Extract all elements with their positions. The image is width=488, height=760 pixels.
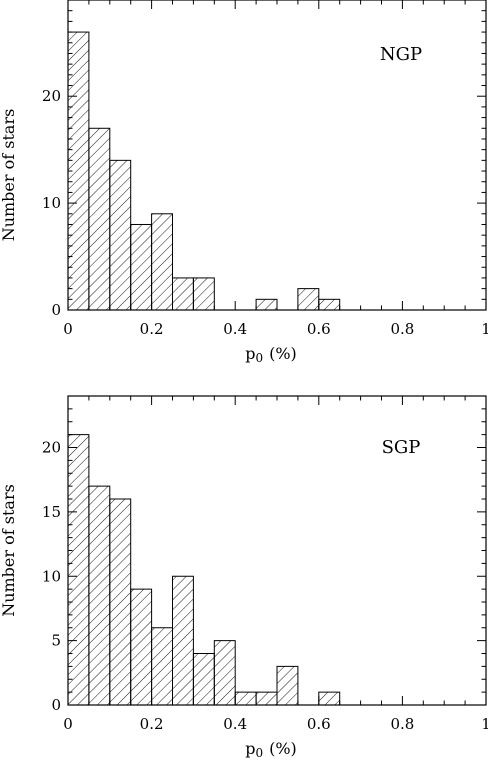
- ngp-x-tick-label: 0: [63, 320, 73, 338]
- ngp-y-tick-label: 20: [42, 87, 61, 105]
- sgp-histogram-bar: [172, 575, 194, 706]
- sgp-x-axis-unit: (%): [269, 739, 297, 758]
- ngp-panel-label: NGP: [380, 44, 422, 65]
- sgp-histogram-bar: [234, 691, 257, 706]
- sgp-x-axis-subscript: 0: [255, 746, 263, 760]
- ngp-histogram-bar: [151, 213, 174, 311]
- ngp-x-axis-title: p0 (%): [245, 344, 297, 365]
- sgp-histogram-bar: [151, 627, 174, 706]
- sgp-histogram-bars: [67, 434, 341, 706]
- ngp-x-tick-label: 0.2: [140, 320, 164, 338]
- ngp-x-axis-subscript: 0: [255, 351, 263, 365]
- sgp-histogram-bar: [130, 588, 153, 706]
- sgp-y-tick-label: 5: [51, 632, 61, 650]
- sgp-histogram-bar: [88, 485, 111, 706]
- sgp-axis-ticks: [67, 395, 487, 706]
- ngp-x-axis-symbol: p: [245, 344, 255, 363]
- sgp-x-axis-symbol: p: [245, 739, 255, 758]
- sgp-x-tick-label: 0.6: [307, 715, 331, 733]
- ngp-x-tick-label: 0.8: [390, 320, 414, 338]
- sgp-plot-frame: [67, 395, 487, 706]
- sgp-x-tick-label: 0.2: [140, 715, 164, 733]
- ngp-y-tick-label: 0: [51, 301, 61, 319]
- sgp-panel-label: SGP: [382, 437, 421, 458]
- ngp-x-axis-unit: (%): [269, 344, 297, 363]
- sgp-histogram-bar: [213, 640, 236, 706]
- sgp-histogram-bar: [255, 691, 278, 706]
- sgp-x-tick-label: 0.4: [223, 715, 247, 733]
- sgp-histogram-bar: [192, 653, 215, 706]
- ngp-plot-frame: [67, 0, 487, 311]
- ngp-y-tick-label: 10: [42, 194, 61, 212]
- sgp-y-tick-label: 20: [42, 439, 61, 457]
- ngp-x-tick-label: 0.6: [307, 320, 331, 338]
- ngp-x-tick-label: 1: [481, 320, 488, 338]
- sgp-y-tick-label: 10: [42, 567, 61, 585]
- sgp-histogram-bar: [109, 498, 132, 706]
- ngp-y-axis-title: Number of stars: [0, 109, 18, 242]
- ngp-histogram-bar: [255, 298, 278, 311]
- sgp-y-axis-title: Number of stars: [0, 484, 18, 617]
- ngp-histogram-bar: [172, 277, 194, 311]
- sgp-y-tick-label: 0: [51, 696, 61, 714]
- ngp-histogram-bar: [109, 159, 132, 311]
- ngp-histogram-bars: [67, 31, 341, 311]
- sgp-histogram-bar: [276, 665, 299, 706]
- ngp-histogram-bar: [192, 277, 215, 311]
- ngp-x-tick-label: 0.4: [223, 320, 247, 338]
- sgp-x-axis-title: p0 (%): [245, 739, 297, 760]
- sgp-histogram-bar: [318, 691, 341, 706]
- ngp-histogram-bar: [88, 127, 111, 311]
- sgp-x-tick-label: 1: [481, 715, 488, 733]
- ngp-histogram-bar: [318, 298, 341, 311]
- sgp-y-tick-label: 15: [42, 503, 61, 521]
- sgp-x-tick-label: 0.8: [390, 715, 414, 733]
- ngp-histogram-bar: [297, 288, 320, 311]
- sgp-histogram-bar: [67, 434, 90, 706]
- ngp-histogram-bar: [130, 223, 153, 311]
- sgp-x-tick-label: 0: [63, 715, 73, 733]
